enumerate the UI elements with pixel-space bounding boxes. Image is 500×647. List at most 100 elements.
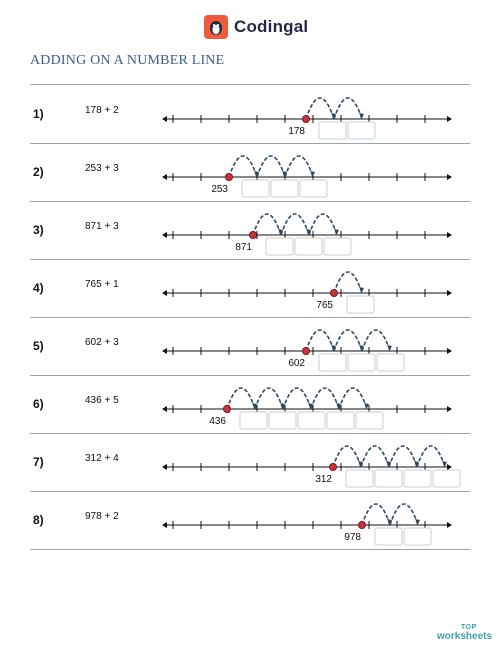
answer-box[interactable]: [241, 179, 270, 198]
answer-box[interactable]: [374, 527, 403, 546]
left-arrow: [162, 174, 167, 180]
penguin-icon: [204, 15, 228, 39]
jump-arrowhead: [278, 229, 283, 234]
jump-arrowhead: [358, 461, 363, 466]
right-arrow: [447, 522, 452, 528]
answer-box[interactable]: [346, 295, 375, 314]
answer-box[interactable]: [318, 121, 347, 140]
start-label: 978: [344, 532, 361, 543]
answer-box[interactable]: [239, 411, 268, 430]
problem-number: 5): [33, 339, 44, 353]
problem-row: 6) 436 + 5 436: [0, 376, 500, 434]
jump-arrowhead: [359, 345, 364, 350]
jump-arrowhead: [336, 403, 341, 408]
start-label: 602: [288, 358, 305, 369]
left-arrow: [162, 406, 167, 412]
answer-box[interactable]: [355, 411, 384, 430]
problem-number: 3): [33, 223, 44, 237]
answer-box[interactable]: [326, 411, 355, 430]
answer-box[interactable]: [432, 469, 461, 488]
answer-box[interactable]: [345, 469, 374, 488]
start-label: 765: [316, 300, 333, 311]
answer-box[interactable]: [374, 469, 403, 488]
answer-box[interactable]: [347, 121, 376, 140]
number-line: 765: [162, 271, 452, 314]
left-arrow: [162, 464, 167, 470]
answer-box[interactable]: [297, 411, 326, 430]
right-arrow: [447, 406, 452, 412]
answer-box[interactable]: [270, 179, 299, 198]
footer-top: TOP: [461, 624, 477, 631]
jump-arc: [333, 329, 363, 352]
start-point: [224, 172, 233, 181]
jump-arc: [280, 213, 310, 236]
divider: [30, 549, 470, 550]
jump-arc: [305, 97, 335, 120]
problem-number: 7): [33, 455, 44, 469]
start-point: [329, 288, 338, 297]
problem-number: 8): [33, 513, 44, 527]
jump-arrowhead: [359, 287, 364, 292]
jump-arc: [284, 155, 314, 178]
left-arrow: [162, 116, 167, 122]
jump-arc: [389, 503, 419, 526]
divider: [30, 491, 470, 492]
start-label: 871: [235, 242, 252, 253]
start-label: 253: [211, 184, 228, 195]
start-label: 436: [209, 416, 226, 427]
problem-expression: 765 + 1: [85, 279, 119, 290]
number-line: 871: [162, 213, 452, 256]
start-point: [301, 114, 310, 123]
right-arrow: [447, 116, 452, 122]
start-point: [222, 404, 231, 413]
jump-arrowhead: [387, 345, 392, 350]
left-arrow: [162, 522, 167, 528]
answer-box[interactable]: [265, 237, 294, 256]
problem-row: 8) 978 + 2 978: [0, 492, 500, 550]
answer-box[interactable]: [403, 527, 432, 546]
answer-box[interactable]: [323, 237, 352, 256]
problem-number: 4): [33, 281, 44, 295]
problem-row: 2) 253 + 3 253: [0, 144, 500, 202]
number-line: 253: [162, 155, 452, 198]
jump-arc: [333, 271, 363, 294]
jump-arc: [361, 329, 391, 352]
problem-row: 3) 871 + 3 871: [0, 202, 500, 260]
problem-expression: 178 + 2: [85, 105, 119, 116]
answer-box[interactable]: [347, 353, 376, 372]
answer-box[interactable]: [403, 469, 432, 488]
jump-arc: [333, 97, 363, 120]
worksheet-title: ADDING ON A NUMBER LINE: [30, 53, 225, 68]
jump-arc: [338, 387, 368, 410]
left-arrow: [162, 232, 167, 238]
jump-arrowhead: [306, 229, 311, 234]
answer-box[interactable]: [318, 353, 347, 372]
start-point: [328, 462, 337, 471]
jump-arrowhead: [331, 113, 336, 118]
brand-name: Codingal: [234, 17, 309, 36]
jump-arrowhead: [254, 171, 259, 176]
problem-row: 7) 312 + 4 312: [0, 434, 500, 492]
problem-row: 5) 602 + 3 602: [0, 318, 500, 376]
number-line: 312: [162, 445, 461, 488]
jump-arc: [252, 213, 282, 236]
answer-box[interactable]: [268, 411, 297, 430]
answer-box[interactable]: [299, 179, 328, 198]
left-arrow: [162, 348, 167, 354]
problem-expression: 312 + 4: [85, 453, 119, 464]
jump-arc: [360, 445, 390, 468]
jump-arrowhead: [415, 519, 420, 524]
problem-number: 2): [33, 165, 44, 179]
divider: [30, 259, 470, 260]
jump-arrowhead: [334, 229, 339, 234]
jump-arrowhead: [414, 461, 419, 466]
start-point: [357, 520, 366, 529]
answer-box[interactable]: [294, 237, 323, 256]
right-arrow: [447, 174, 452, 180]
answer-box[interactable]: [376, 353, 405, 372]
problem-number: 1): [33, 107, 44, 121]
right-arrow: [447, 348, 452, 354]
jump-arc: [228, 155, 258, 178]
jump-arrowhead: [252, 403, 257, 408]
jump-arrowhead: [310, 171, 315, 176]
